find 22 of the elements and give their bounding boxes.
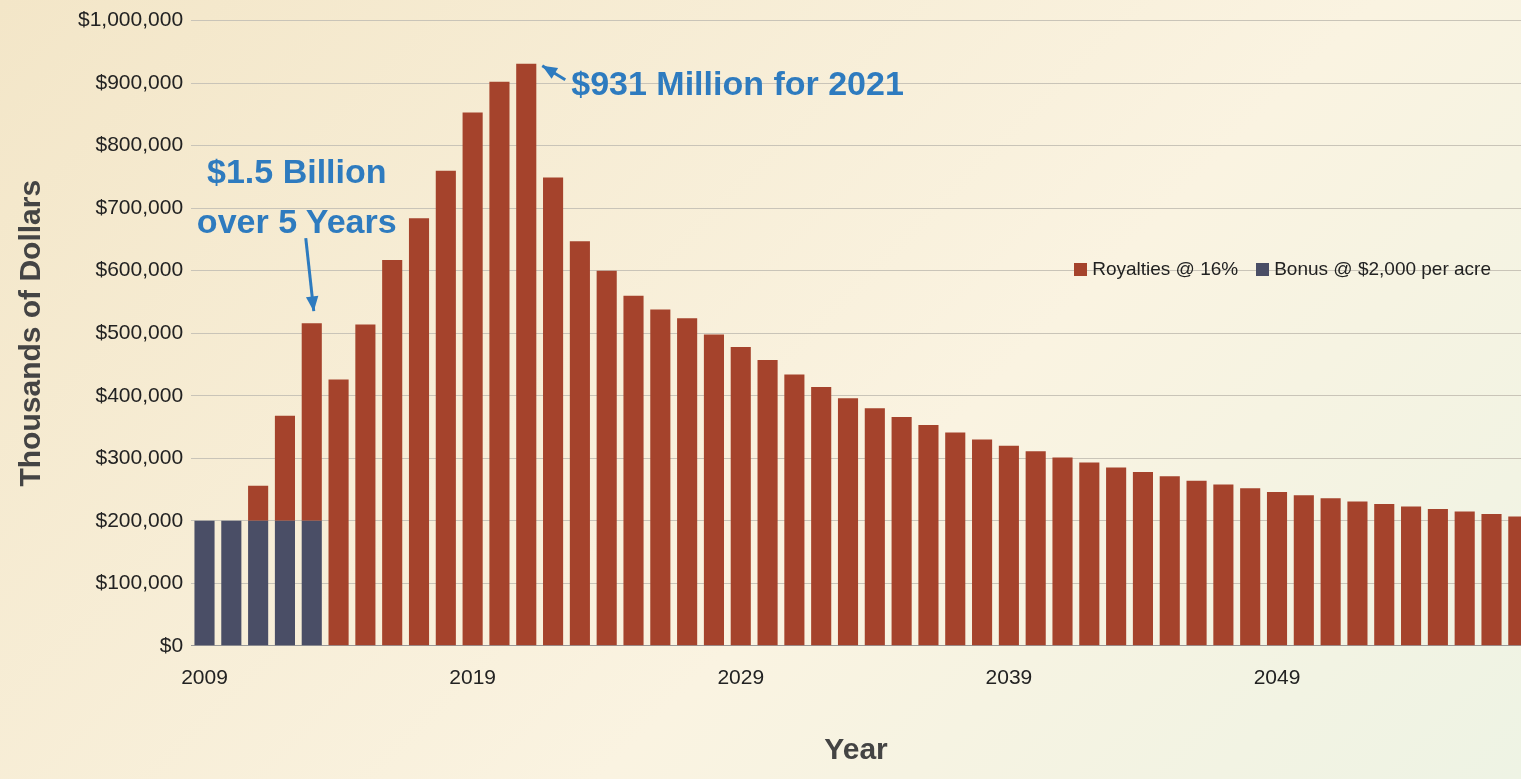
y-tick-label: $500,000 <box>95 320 184 343</box>
annotation: $1.5 Billion over 5 Years <box>196 151 397 240</box>
y-tick-label: $1,000,000 <box>77 7 184 31</box>
x-tick-label: 2029 <box>717 665 765 689</box>
y-tick-label: $100,000 <box>95 570 184 594</box>
y-tick-label: $400,000 <box>95 382 184 406</box>
legend-label: Royalties @ 16% <box>1092 258 1239 281</box>
x-tick-label: 2049 <box>1253 665 1301 689</box>
x-axis-title: Year <box>824 732 889 766</box>
y-tick-label: $900,000 <box>95 69 184 93</box>
y-tick-label: $300,000 <box>95 445 184 469</box>
annotation: $931 Million for 2021 <box>571 64 904 103</box>
legend-label: Bonus @ $2,000 per acre <box>1274 258 1491 281</box>
y-tick-label: $700,000 <box>95 194 184 218</box>
y-tick-label: $200,000 <box>95 507 184 531</box>
y-tick-label: $0 <box>159 632 184 656</box>
y-tick-label: $600,000 <box>95 257 184 281</box>
y-axis-title: Thousands of Dollars <box>13 179 47 487</box>
x-tick-label: 2019 <box>449 665 496 689</box>
y-tick-label: $800,000 <box>95 132 184 156</box>
x-tick-label: 2039 <box>985 665 1033 689</box>
x-tick-label: 2009 <box>181 665 228 689</box>
